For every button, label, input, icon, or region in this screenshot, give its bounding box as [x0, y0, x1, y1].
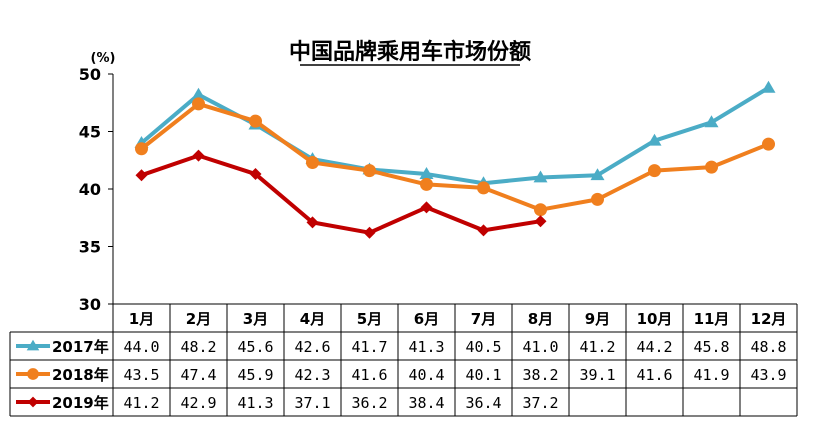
data-point [761, 80, 776, 93]
series-line [140, 101, 770, 212]
x-category-label: 11月 [694, 310, 730, 328]
data-point [192, 97, 205, 111]
series-2019年 [135, 149, 547, 239]
x-category-label: 8月 [528, 310, 553, 328]
data-point [704, 115, 719, 128]
data-point [306, 216, 319, 229]
data-label: 44.0 [123, 338, 159, 356]
data-point [135, 142, 148, 156]
x-category-label: 9月 [585, 310, 610, 328]
data-point [534, 215, 547, 228]
data-point [191, 87, 206, 100]
data-label: 48.8 [750, 338, 786, 356]
data-point [534, 203, 547, 217]
data-label: 47.4 [180, 366, 216, 384]
data-point [249, 168, 262, 181]
legend-label: 2019年 [52, 394, 109, 412]
data-label: 45.8 [693, 338, 729, 356]
x-category-label: 7月 [471, 310, 496, 328]
data-label: 42.3 [294, 366, 330, 384]
x-category-label: 3月 [243, 310, 268, 328]
data-point [648, 164, 661, 178]
data-table: 1月 2月 3月 4月 5月 6月 7月 8月 9月 10月 11月 12月 2017年 44.0 48.2… [9, 303, 798, 417]
data-point [363, 164, 376, 178]
y-tick-label: 30 [79, 295, 101, 314]
data-label: 48.2 [180, 338, 216, 356]
data-point [419, 167, 434, 179]
data-point [249, 114, 262, 128]
series-2017年 [134, 80, 776, 189]
x-category-label: 4月 [300, 310, 325, 328]
data-label: 41.6 [636, 366, 672, 384]
data-point [477, 181, 490, 195]
data-label: 42.9 [180, 394, 216, 412]
data-label: 41.2 [123, 394, 159, 412]
data-point [477, 224, 490, 237]
data-point [135, 169, 148, 182]
unit-label: (%) [91, 51, 116, 66]
data-point [306, 156, 319, 170]
data-label: 44.2 [636, 338, 672, 356]
legend-label: 2017年 [52, 338, 109, 356]
data-label: 38.4 [408, 394, 444, 412]
legend-label: 2018年 [52, 366, 109, 384]
data-label: 41.3 [237, 394, 273, 412]
y-tick-label: 35 [79, 238, 101, 257]
data-label: 43.5 [123, 366, 159, 384]
y-tick-label: 50 [79, 65, 101, 84]
data-label: 41.7 [351, 338, 387, 356]
series-line [140, 153, 541, 235]
data-label: 45.6 [237, 338, 273, 356]
series-2018年 [135, 97, 775, 217]
data-label: 41.3 [408, 338, 444, 356]
data-label: 39.1 [579, 366, 615, 384]
data-label: 36.4 [465, 394, 501, 412]
legend-key [16, 368, 50, 380]
series-lines [134, 80, 776, 239]
legend-key [16, 339, 50, 351]
data-label: 37.2 [522, 394, 558, 412]
chart-title: 中国品牌乘用车市场份额 [289, 39, 531, 65]
data-label: 43.9 [750, 366, 786, 384]
data-label: 41.6 [351, 366, 387, 384]
data-point [591, 192, 604, 206]
data-point [420, 177, 433, 191]
data-label: 38.2 [522, 366, 558, 384]
data-label: 45.9 [237, 366, 273, 384]
x-category-label: 12月 [751, 310, 787, 328]
data-label: 40.1 [465, 366, 501, 384]
x-category-label: 6月 [414, 310, 439, 328]
x-category-label: 2月 [186, 310, 211, 328]
data-point [762, 137, 775, 151]
data-point [420, 201, 433, 214]
data-label: 41.2 [579, 338, 615, 356]
data-label: 36.2 [351, 394, 387, 412]
legend-key [16, 396, 50, 408]
data-point [363, 226, 376, 239]
data-label: 37.1 [294, 394, 330, 412]
data-label: 40.4 [408, 366, 444, 384]
x-category-label: 5月 [357, 310, 382, 328]
data-point [590, 168, 605, 181]
data-label: 40.5 [465, 338, 501, 356]
data-point [647, 133, 662, 146]
data-point [533, 170, 548, 183]
y-tick-label: 40 [79, 180, 101, 199]
data-label: 41.0 [522, 338, 558, 356]
data-label: 42.6 [294, 338, 330, 356]
y-axis: 30 35 40 45 50 [79, 65, 114, 314]
y-tick-label: 45 [79, 123, 101, 142]
data-point [192, 149, 205, 162]
x-category-label: 1月 [129, 310, 154, 328]
x-category-label: 10月 [637, 310, 673, 328]
data-point [705, 160, 718, 174]
data-label: 41.9 [693, 366, 729, 384]
